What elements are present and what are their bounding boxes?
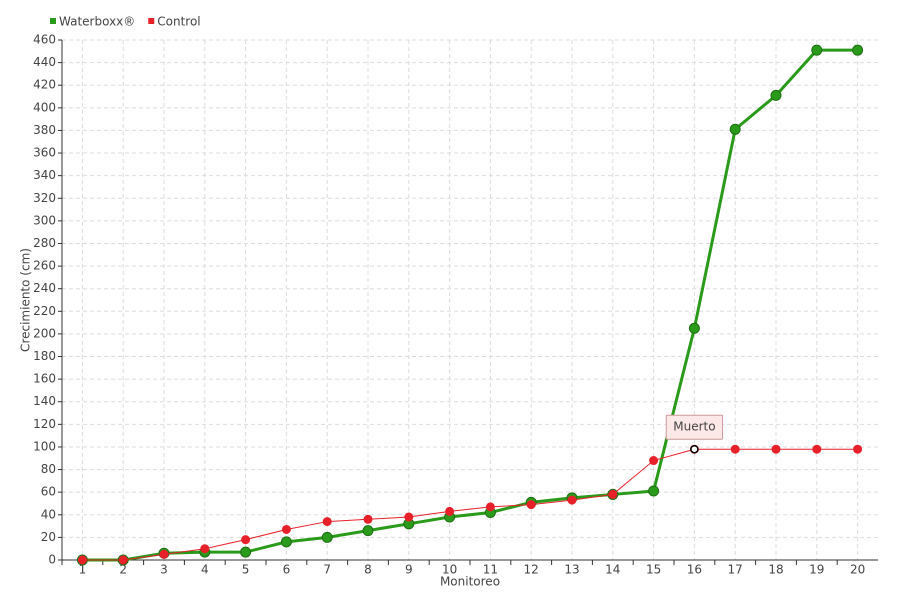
data-point: [852, 44, 864, 56]
data-point: [526, 500, 536, 510]
data-point: [240, 546, 252, 558]
y-tick-label: 0: [48, 553, 56, 567]
x-tick-label: 13: [564, 563, 579, 577]
x-tick-label: 19: [809, 563, 824, 577]
tooltip-label: Muerto: [673, 420, 715, 434]
y-tick-label: 320: [33, 191, 56, 205]
x-tick-label: 17: [728, 563, 743, 577]
x-tick-label: 15: [646, 563, 661, 577]
data-point: [730, 444, 740, 454]
legend-label: Control: [157, 15, 200, 29]
data-point: [159, 549, 169, 559]
legend-swatch: [148, 18, 155, 24]
data-point: [812, 444, 822, 454]
y-tick-label: 260: [33, 259, 56, 273]
x-tick-label: 20: [850, 563, 865, 577]
data-point: [567, 495, 577, 505]
data-point: [688, 322, 700, 334]
data-point: [363, 514, 373, 524]
y-tick-label: 280: [33, 236, 56, 250]
x-tick-label: 1: [79, 563, 87, 577]
y-tick-label: 340: [33, 168, 56, 182]
y-tick-label: 440: [33, 55, 56, 69]
y-tick-label: 80: [41, 462, 56, 476]
x-tick-label: 11: [483, 563, 498, 577]
x-axis-label: Monitoreo: [440, 575, 500, 589]
y-tick-label: 420: [33, 78, 56, 92]
data-point: [649, 456, 659, 466]
data-point: [77, 555, 87, 565]
x-tick-label: 7: [323, 563, 331, 577]
data-point: [648, 485, 660, 497]
data-point: [200, 544, 210, 554]
y-tick-label: 120: [33, 417, 56, 431]
highlight-point: [690, 444, 699, 454]
data-point: [321, 531, 333, 543]
y-tick-label: 60: [41, 485, 56, 499]
x-tick-label: 14: [605, 563, 620, 577]
data-point: [362, 525, 374, 537]
x-tick-label: 5: [242, 563, 250, 577]
series-line: [82, 448, 858, 561]
x-tick-label: 16: [687, 563, 702, 577]
x-tick-label: 18: [768, 563, 783, 577]
y-tick-label: 100: [33, 439, 56, 453]
data-point: [770, 89, 782, 101]
y-tick-label: 240: [33, 281, 56, 295]
y-tick-label: 300: [33, 213, 56, 227]
x-tick-label: 2: [119, 563, 127, 577]
x-tick-label: 8: [364, 563, 372, 577]
y-tick-label: 140: [33, 394, 56, 408]
y-tick-label: 400: [33, 100, 56, 114]
y-tick-label: 40: [41, 507, 56, 521]
x-tick-label: 10: [442, 563, 457, 577]
y-tick-label: 220: [33, 304, 56, 318]
y-tick-label: 20: [41, 530, 56, 544]
data-point: [853, 444, 863, 454]
y-tick-label: 380: [33, 123, 56, 137]
y-tick-label: 180: [33, 349, 56, 363]
y-tick-label: 160: [33, 372, 56, 386]
data-point: [404, 512, 414, 522]
data-point: [729, 123, 741, 135]
x-tick-label: 4: [201, 563, 209, 577]
data-point: [118, 555, 128, 565]
y-tick-label: 360: [33, 146, 56, 160]
x-tick-label: 12: [524, 563, 539, 577]
data-point: [485, 502, 495, 512]
y-tick-label: 460: [33, 33, 56, 47]
data-point: [811, 44, 823, 56]
series-line: [82, 48, 858, 562]
data-point: [771, 444, 781, 454]
tooltip: Muerto: [665, 414, 724, 454]
data-point: [280, 536, 292, 548]
y-axis-label: Crecimiento (cm): [19, 248, 33, 352]
data-point: [608, 489, 618, 499]
data-point: [281, 524, 291, 534]
legend-label: Waterboxx®: [59, 15, 135, 29]
x-tick-label: 9: [405, 563, 413, 577]
x-tick-label: 3: [160, 563, 168, 577]
y-tick-label: 200: [33, 326, 56, 340]
tooltip-box: [665, 414, 724, 440]
data-point: [445, 506, 455, 516]
data-point: [322, 517, 332, 527]
x-tick-label: 6: [283, 563, 291, 577]
legend-swatch: [50, 18, 56, 24]
data-point: [241, 535, 251, 545]
